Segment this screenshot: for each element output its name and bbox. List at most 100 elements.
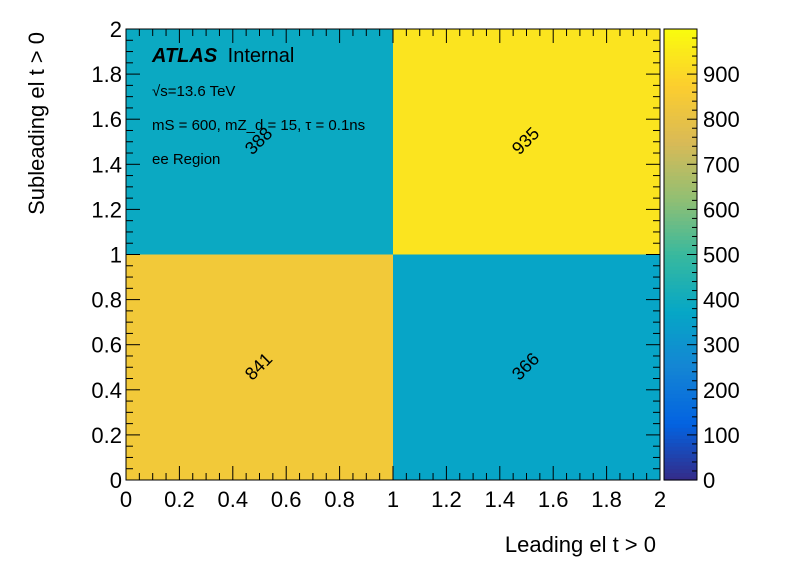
colorbar-segment [664, 363, 697, 368]
colorbar-segment [664, 288, 697, 293]
x-tick-label: 1 [387, 487, 399, 512]
x-tick-label: 1.8 [591, 487, 622, 512]
y-tick-label: 1 [110, 243, 122, 268]
colorbar-segment [664, 303, 697, 308]
x-tick-label: 1.2 [431, 487, 462, 512]
colorbar-segment [664, 198, 697, 203]
y-tick-label: 0.2 [91, 423, 122, 448]
params-label: mS = 600, mZ_d = 15, τ = 0.1ns [152, 117, 365, 134]
colorbar-segment [664, 115, 697, 120]
colorbar-segment [664, 325, 697, 331]
atlas-label: ATLAS Internal [151, 45, 294, 67]
colorbar-segment [664, 40, 697, 45]
colorbar-segment [664, 243, 697, 248]
colorbar-tick-label: 800 [703, 107, 740, 132]
colorbar-segment [664, 235, 697, 241]
colorbar-segment [664, 137, 697, 143]
colorbar-segment [664, 153, 697, 158]
y-tick-label: 1.8 [91, 62, 122, 87]
y-tick-label: 0.6 [91, 333, 122, 358]
colorbar-segment [664, 416, 697, 421]
colorbar-segment [664, 55, 697, 60]
energy-label: √s=13.6 TeV [152, 83, 235, 100]
colorbar-segment [664, 404, 697, 410]
colorbar-tick-label: 300 [703, 333, 740, 358]
atlas-status-label: Internal [228, 45, 295, 67]
colorbar-tick-label: 600 [703, 197, 740, 222]
colorbar-segment [664, 273, 697, 278]
colorbar-segment [664, 348, 697, 353]
colorbar-segment [664, 36, 697, 41]
colorbar-segment [664, 371, 697, 376]
y-tick-label: 2 [110, 17, 122, 42]
colorbar-segment [664, 213, 697, 218]
colorbar-segment [664, 194, 697, 199]
colorbar-segment [664, 74, 697, 79]
colorbar-segment [664, 472, 697, 477]
colorbar-segment [664, 81, 697, 86]
x-tick-label: 0.8 [324, 487, 355, 512]
colorbar-segment [664, 408, 697, 413]
colorbar-segment [664, 59, 697, 64]
colorbar-segment [664, 85, 697, 90]
colorbar-segment [664, 453, 697, 459]
colorbar-segment [664, 145, 697, 150]
colorbar-segment [664, 344, 697, 350]
colorbar-segment [664, 175, 697, 180]
colorbar-tick-label: 400 [703, 288, 740, 313]
colorbar-segment [664, 32, 697, 38]
colorbar-tick-label: 0 [703, 468, 715, 493]
colorbar-segment [664, 171, 697, 177]
colorbar-segment [664, 322, 697, 327]
colorbar-segment [664, 220, 697, 226]
x-axis-title: Leading el t > 0 [505, 532, 656, 557]
colorbar-segment [664, 77, 697, 83]
cells-layer [126, 29, 660, 480]
colorbar-segment [664, 269, 697, 274]
colorbar-segment [664, 164, 697, 169]
colorbar-segment [664, 299, 697, 304]
colorbar-segment [664, 419, 697, 425]
colorbar-segment [664, 476, 697, 481]
colorbar-segment [664, 265, 697, 271]
colorbar-segment [664, 96, 697, 102]
x-tick-label: 0.2 [164, 487, 195, 512]
colorbar-segment [664, 397, 697, 402]
colorbar-segment [664, 386, 697, 391]
colorbar-segment [664, 401, 697, 406]
colorbar-segment [664, 374, 697, 380]
colorbar-segment [664, 62, 697, 68]
colorbar-segment [664, 461, 697, 466]
colorbar-segment [664, 337, 697, 342]
heatmap-cell [393, 254, 660, 480]
colorbar-segment [664, 190, 697, 195]
x-tick-label: 0 [120, 487, 132, 512]
colorbar-segment [664, 423, 697, 428]
x-tick-label: 0.6 [271, 487, 302, 512]
colorbar-segment [664, 70, 697, 75]
colorbar-segment [664, 122, 697, 128]
colorbar-segment [664, 47, 697, 53]
colorbar-segment [664, 442, 697, 447]
heatmap-cell [126, 29, 393, 255]
colorbar-segment [664, 258, 697, 263]
heatmap-cell [393, 29, 660, 255]
y-tick-label: 1.4 [91, 152, 122, 177]
colorbar-segment [664, 44, 697, 49]
colorbar-segment [664, 231, 697, 237]
colorbar-segment [664, 318, 697, 323]
x-tick-label: 0.4 [218, 487, 249, 512]
colorbar-segment [664, 277, 697, 282]
atlas-bold-label: ATLAS [151, 45, 218, 67]
colorbar-segment [664, 104, 697, 109]
colorbar-segment [664, 186, 697, 192]
colorbar-segment [664, 427, 697, 432]
colorbar-segment [664, 468, 697, 474]
colorbar-segment [664, 333, 697, 338]
colorbar-segment [664, 205, 697, 210]
colorbar-tick-label: 900 [703, 62, 740, 87]
colorbar-segment [664, 126, 697, 132]
colorbar-segment [664, 107, 697, 113]
